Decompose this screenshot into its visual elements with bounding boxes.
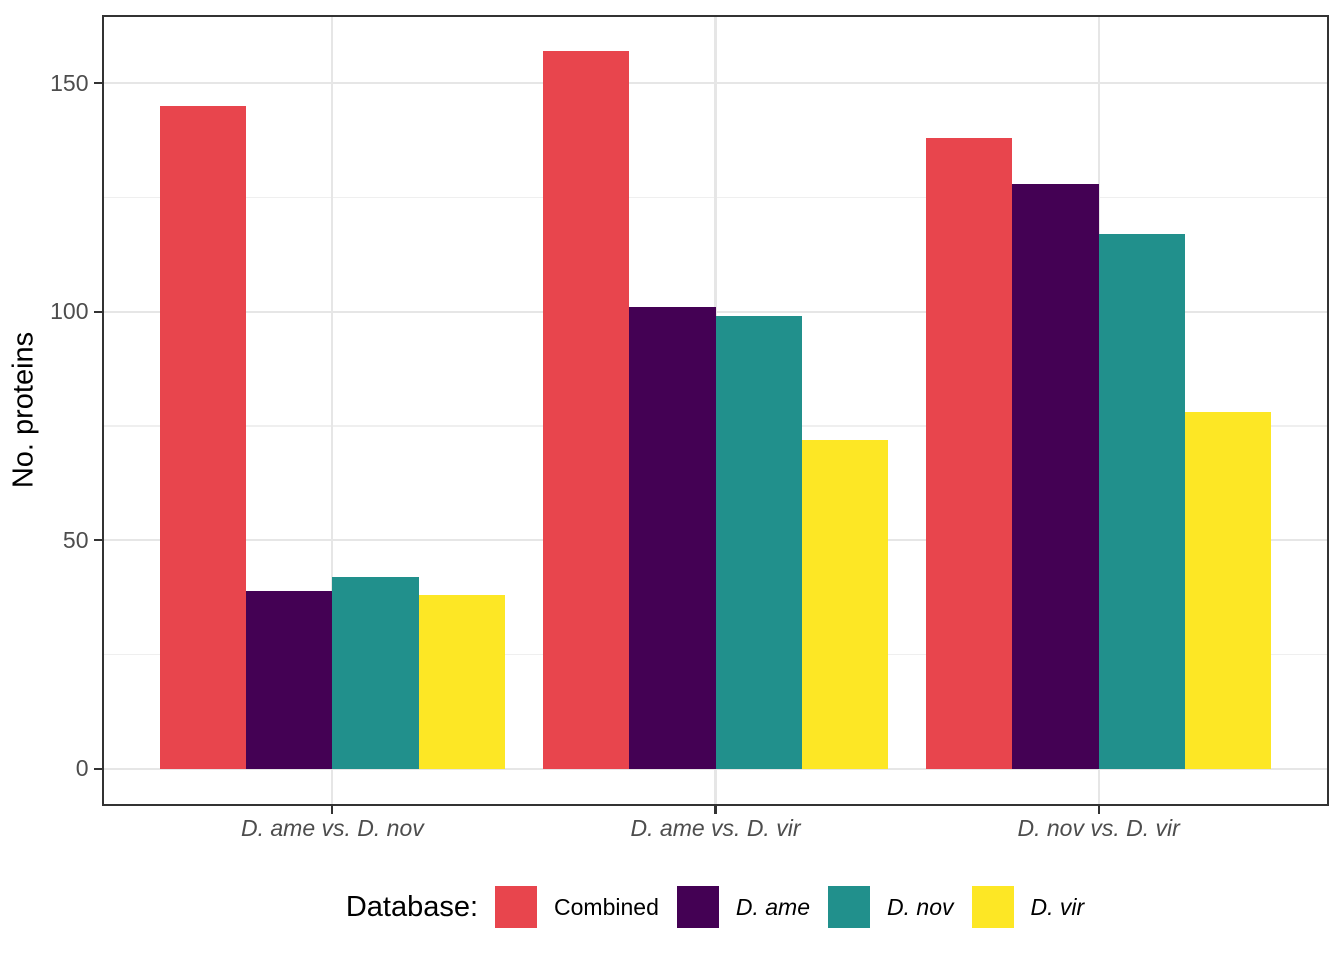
bar-combined-cat2 [543,51,630,769]
y-tick-label-50: 50 [62,526,89,553]
x-tick-label-3: D. nov vs. D. vir [1017,815,1180,841]
legend-entry-combined: Combined [495,886,659,928]
x-tick-label-2: D. ame vs. D. vir [630,815,801,841]
x-tick-1 [331,805,334,814]
legend-key-swatch [676,886,719,928]
x-tick-2 [714,805,717,814]
y-tick-label-0: 0 [75,755,89,782]
x-tick-3 [1097,805,1100,814]
legend-entry-d--nov: D. nov [828,886,954,928]
legend-label: D. nov [887,893,954,920]
bar-d--nov-cat2 [715,316,802,769]
bar-d--vir-cat1 [418,595,505,769]
legend-key-swatch [495,886,538,928]
legend-key-swatch [971,886,1014,928]
y-tick-150 [93,81,102,85]
legend-entry-d--ame: D. ame [676,886,811,928]
y-tick-50 [93,539,102,542]
y-tick-100 [93,310,102,313]
bar-d--ame-cat1 [246,590,333,769]
legend-entry-d--vir: D. vir [971,886,1085,928]
bar-d--vir-cat2 [801,439,888,769]
bar-d--ame-cat3 [1012,183,1099,769]
x-tick-label-1: D. ame vs. D. nov [240,815,424,841]
legend: Database: Combined D. ame D. nov D. vir [104,886,1327,928]
legend-key-swatch [828,886,871,928]
y-tick-label-150: 150 [50,69,89,96]
y-axis-title: No. proteins [7,331,40,489]
bar-combined-cat1 [159,105,247,769]
legend-label: D. ame [735,893,811,920]
bar-d--nov-cat1 [332,576,419,769]
bar-d--ame-cat2 [629,307,716,769]
bar-d--vir-cat3 [1184,412,1272,769]
y-tick-label-100: 100 [50,298,89,325]
legend-label: D. vir [1030,893,1085,920]
gridline-major-x1 [331,16,334,804]
bar-d--nov-cat3 [1098,233,1185,769]
legend-title: Database: [345,890,479,923]
legend-label: Combined [554,893,659,920]
y-tick-0 [93,767,102,770]
bar-combined-cat3 [926,137,1013,769]
